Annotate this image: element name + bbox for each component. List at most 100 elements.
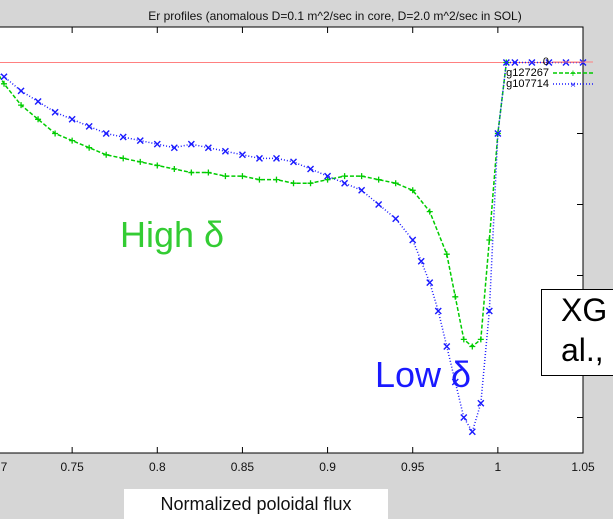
- data-point: [52, 130, 59, 137]
- data-point: [477, 399, 485, 407]
- data-point: [238, 151, 246, 159]
- data-point: [426, 208, 433, 215]
- data-point: [256, 176, 263, 183]
- data-point: [477, 336, 484, 343]
- reference-text-line-2: al.,: [561, 332, 604, 368]
- data-point: [358, 173, 365, 180]
- data-point: [17, 87, 25, 95]
- data-point: [187, 140, 195, 148]
- data-point: [341, 179, 349, 187]
- data-point: [290, 158, 298, 166]
- reference-text-line-1: XG: [561, 292, 608, 328]
- legend-key-0: [553, 61, 593, 63]
- data-point: [86, 144, 93, 151]
- data-point: [188, 169, 195, 176]
- data-point: [170, 144, 178, 152]
- data-point: [18, 102, 25, 109]
- data-point: [137, 158, 144, 165]
- data-point: [494, 130, 502, 137]
- legend: 0 g127267 + g107714 ×: [506, 57, 593, 90]
- x-tick-label: 1: [494, 460, 502, 474]
- data-point: [0, 73, 8, 81]
- x-tick-label: 0.75: [60, 460, 84, 474]
- data-point: [204, 144, 212, 152]
- data-point: [154, 162, 161, 169]
- data-point: [239, 173, 246, 180]
- x-tick-label: 0.9: [319, 460, 336, 474]
- data-point: [409, 187, 416, 194]
- data-point: [468, 428, 476, 436]
- legend-label: 0: [542, 56, 549, 68]
- data-point: [307, 180, 314, 187]
- data-point: [392, 215, 400, 223]
- data-point: [443, 251, 450, 258]
- data-point: [221, 147, 229, 155]
- data-point: [545, 59, 553, 66]
- data-point: [136, 137, 144, 145]
- data-point: [153, 140, 161, 148]
- x-tick-label: 1.05: [571, 460, 595, 474]
- data-point: [273, 176, 280, 183]
- data-point: [171, 166, 178, 172]
- data-point: [222, 173, 229, 180]
- data-point: [85, 122, 93, 130]
- legend-key-1: +: [553, 68, 593, 79]
- x-tick-label: 0.8: [148, 460, 166, 474]
- legend-label: g107714: [506, 78, 549, 90]
- data-point: [102, 130, 110, 137]
- data-point: [469, 343, 476, 350]
- data-point: [460, 336, 467, 343]
- data-point: [120, 155, 127, 162]
- series-line-g127267: [0, 62, 508, 348]
- data-point: [443, 343, 451, 350]
- annotation-low-delta: Low δ: [375, 354, 472, 395]
- data-point: [460, 414, 468, 421]
- svg-text:+: +: [570, 68, 576, 79]
- data-point: [119, 133, 127, 141]
- data-point: [426, 279, 434, 287]
- data-point: [324, 172, 332, 180]
- x-axis-label: Normalized poloidal flux: [124, 489, 388, 519]
- data-point: [324, 176, 331, 183]
- annotation-high-delta: High δ: [120, 214, 225, 255]
- data-point: [528, 59, 536, 66]
- chart-title: Er profiles (anomalous D=0.1 m^2/sec in …: [148, 9, 522, 23]
- data-point: [69, 137, 76, 144]
- data-point: [486, 237, 493, 243]
- data-point: [502, 59, 510, 66]
- data-point: [34, 98, 42, 106]
- data-point: [35, 116, 42, 123]
- data-point: [341, 173, 348, 180]
- reference-box: XG al.,: [541, 289, 613, 376]
- legend-entry-2: g107714 ×: [506, 79, 593, 90]
- legend-key-2: ×: [553, 80, 593, 90]
- data-point: [272, 154, 280, 162]
- data-point: [417, 257, 425, 265]
- data-point: [358, 186, 366, 194]
- data-point: [485, 307, 493, 315]
- x-tick-label: 7: [0, 460, 8, 474]
- data-point: [451, 378, 459, 386]
- data-point: [103, 151, 110, 158]
- data-point: [205, 169, 212, 176]
- plot-frame: [0, 26, 584, 454]
- x-tick-label: 0.95: [401, 460, 425, 474]
- data-point: [307, 165, 315, 173]
- data-point: [255, 154, 263, 162]
- data-point: [51, 108, 59, 116]
- data-point: [392, 180, 399, 187]
- data-point: [409, 236, 417, 244]
- data-point: [375, 201, 383, 208]
- data-point: [1, 80, 8, 87]
- data-point: [434, 307, 442, 315]
- legend-entry-0: 0: [506, 57, 593, 68]
- data-point: [375, 176, 382, 183]
- x-tick-label: 0.85: [230, 460, 255, 474]
- legend-label: g127267: [506, 67, 549, 79]
- data-point: [290, 180, 297, 187]
- data-point: [452, 293, 459, 300]
- legend-entry-1: g127267 +: [506, 68, 593, 79]
- data-point: [68, 115, 76, 123]
